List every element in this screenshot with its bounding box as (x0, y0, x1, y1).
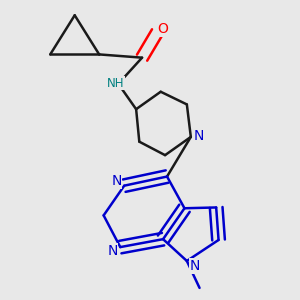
Text: NH: NH (106, 76, 124, 89)
Text: O: O (158, 22, 169, 36)
Text: N: N (111, 174, 122, 188)
Text: N: N (194, 129, 204, 143)
Text: N: N (107, 244, 118, 258)
Text: N: N (190, 259, 200, 273)
